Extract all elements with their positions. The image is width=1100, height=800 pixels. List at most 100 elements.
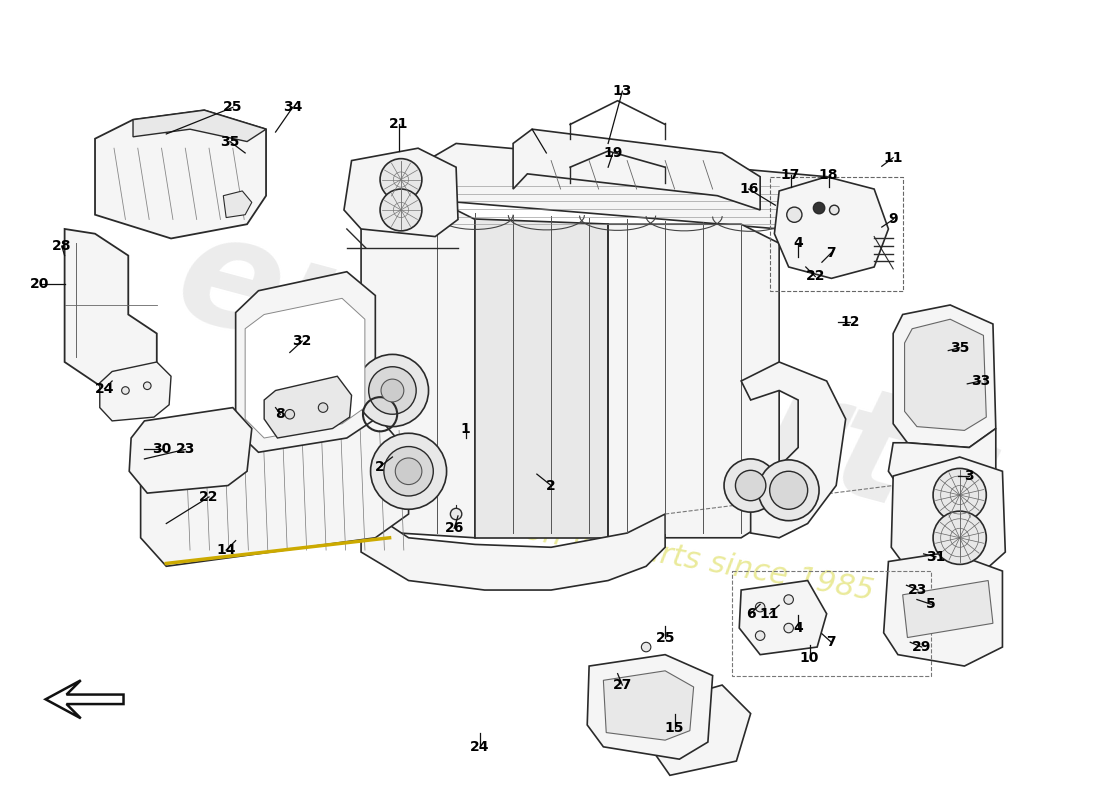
Text: 13: 13 xyxy=(613,84,632,98)
Polygon shape xyxy=(141,419,408,566)
Polygon shape xyxy=(129,408,252,493)
Text: 10: 10 xyxy=(800,651,820,666)
Circle shape xyxy=(450,508,462,520)
Polygon shape xyxy=(648,685,750,775)
Polygon shape xyxy=(608,224,779,538)
Circle shape xyxy=(384,446,433,496)
Polygon shape xyxy=(245,298,365,438)
Text: 29: 29 xyxy=(912,640,932,654)
Circle shape xyxy=(381,189,422,231)
Circle shape xyxy=(756,602,764,612)
Circle shape xyxy=(285,410,295,419)
Polygon shape xyxy=(95,110,266,238)
Circle shape xyxy=(641,642,651,652)
Polygon shape xyxy=(223,191,252,218)
Polygon shape xyxy=(475,219,608,538)
Text: 33: 33 xyxy=(971,374,990,388)
Polygon shape xyxy=(264,376,352,438)
Circle shape xyxy=(829,206,839,214)
Text: 11: 11 xyxy=(760,606,780,621)
Polygon shape xyxy=(891,457,1005,576)
Circle shape xyxy=(813,202,825,214)
Text: 11: 11 xyxy=(883,150,903,165)
Text: 22: 22 xyxy=(805,270,825,283)
Text: 17: 17 xyxy=(781,168,800,182)
Circle shape xyxy=(368,366,416,414)
Text: 27: 27 xyxy=(613,678,632,692)
Polygon shape xyxy=(100,362,170,421)
Polygon shape xyxy=(903,581,993,638)
Text: 1: 1 xyxy=(461,422,471,435)
Circle shape xyxy=(784,623,793,633)
Circle shape xyxy=(786,207,802,222)
Text: 34: 34 xyxy=(283,100,302,114)
Circle shape xyxy=(318,403,328,412)
Text: 32: 32 xyxy=(293,334,311,348)
Circle shape xyxy=(381,379,404,402)
Polygon shape xyxy=(361,505,666,590)
Text: 4: 4 xyxy=(793,236,803,250)
Text: 20: 20 xyxy=(30,277,50,291)
Polygon shape xyxy=(235,272,375,452)
Text: 4: 4 xyxy=(793,621,803,635)
Polygon shape xyxy=(904,319,987,430)
Text: 19: 19 xyxy=(603,146,623,160)
Circle shape xyxy=(784,594,793,604)
Text: europarts: europarts xyxy=(162,200,1016,562)
Circle shape xyxy=(122,386,129,394)
Text: 2: 2 xyxy=(375,459,385,474)
Text: 3: 3 xyxy=(965,469,974,483)
Text: 18: 18 xyxy=(818,168,838,182)
Polygon shape xyxy=(587,654,713,759)
Text: 35: 35 xyxy=(950,341,969,354)
Circle shape xyxy=(933,511,987,564)
Text: 12: 12 xyxy=(840,315,860,329)
Text: a passion for parts since 1985: a passion for parts since 1985 xyxy=(417,498,876,606)
Text: 14: 14 xyxy=(217,543,235,557)
Polygon shape xyxy=(65,229,157,395)
Text: 35: 35 xyxy=(220,134,240,149)
Text: 15: 15 xyxy=(664,721,684,735)
Text: 7: 7 xyxy=(826,246,836,260)
Text: 25: 25 xyxy=(656,630,675,645)
Circle shape xyxy=(724,459,778,512)
Circle shape xyxy=(736,470,766,501)
Circle shape xyxy=(933,469,987,522)
Text: 28: 28 xyxy=(52,239,72,253)
Text: 9: 9 xyxy=(889,213,898,226)
Text: 26: 26 xyxy=(444,522,464,535)
Text: 24: 24 xyxy=(95,382,114,395)
Text: 24: 24 xyxy=(470,740,490,754)
Polygon shape xyxy=(344,148,458,237)
Polygon shape xyxy=(604,671,694,740)
Text: 23: 23 xyxy=(176,442,195,457)
Polygon shape xyxy=(741,362,846,538)
Polygon shape xyxy=(45,680,123,718)
Circle shape xyxy=(770,471,807,510)
Polygon shape xyxy=(133,110,266,142)
Circle shape xyxy=(371,434,447,510)
Polygon shape xyxy=(774,177,889,278)
Text: 23: 23 xyxy=(909,583,927,597)
Polygon shape xyxy=(361,201,475,538)
Polygon shape xyxy=(893,305,996,447)
Circle shape xyxy=(381,158,422,201)
Text: 21: 21 xyxy=(389,118,409,131)
Text: 31: 31 xyxy=(926,550,946,564)
Polygon shape xyxy=(889,429,996,493)
Circle shape xyxy=(758,460,820,521)
Text: 6: 6 xyxy=(746,606,756,621)
Circle shape xyxy=(756,631,764,640)
Text: 30: 30 xyxy=(152,442,172,457)
Text: 5: 5 xyxy=(926,598,936,611)
Text: 2: 2 xyxy=(547,478,556,493)
Circle shape xyxy=(143,382,151,390)
Circle shape xyxy=(395,458,422,485)
Text: 7: 7 xyxy=(826,635,836,650)
Polygon shape xyxy=(883,552,1002,666)
Circle shape xyxy=(356,354,429,426)
Text: 22: 22 xyxy=(199,490,219,504)
Polygon shape xyxy=(513,129,760,210)
Text: 16: 16 xyxy=(739,182,758,196)
Text: 8: 8 xyxy=(275,407,285,422)
